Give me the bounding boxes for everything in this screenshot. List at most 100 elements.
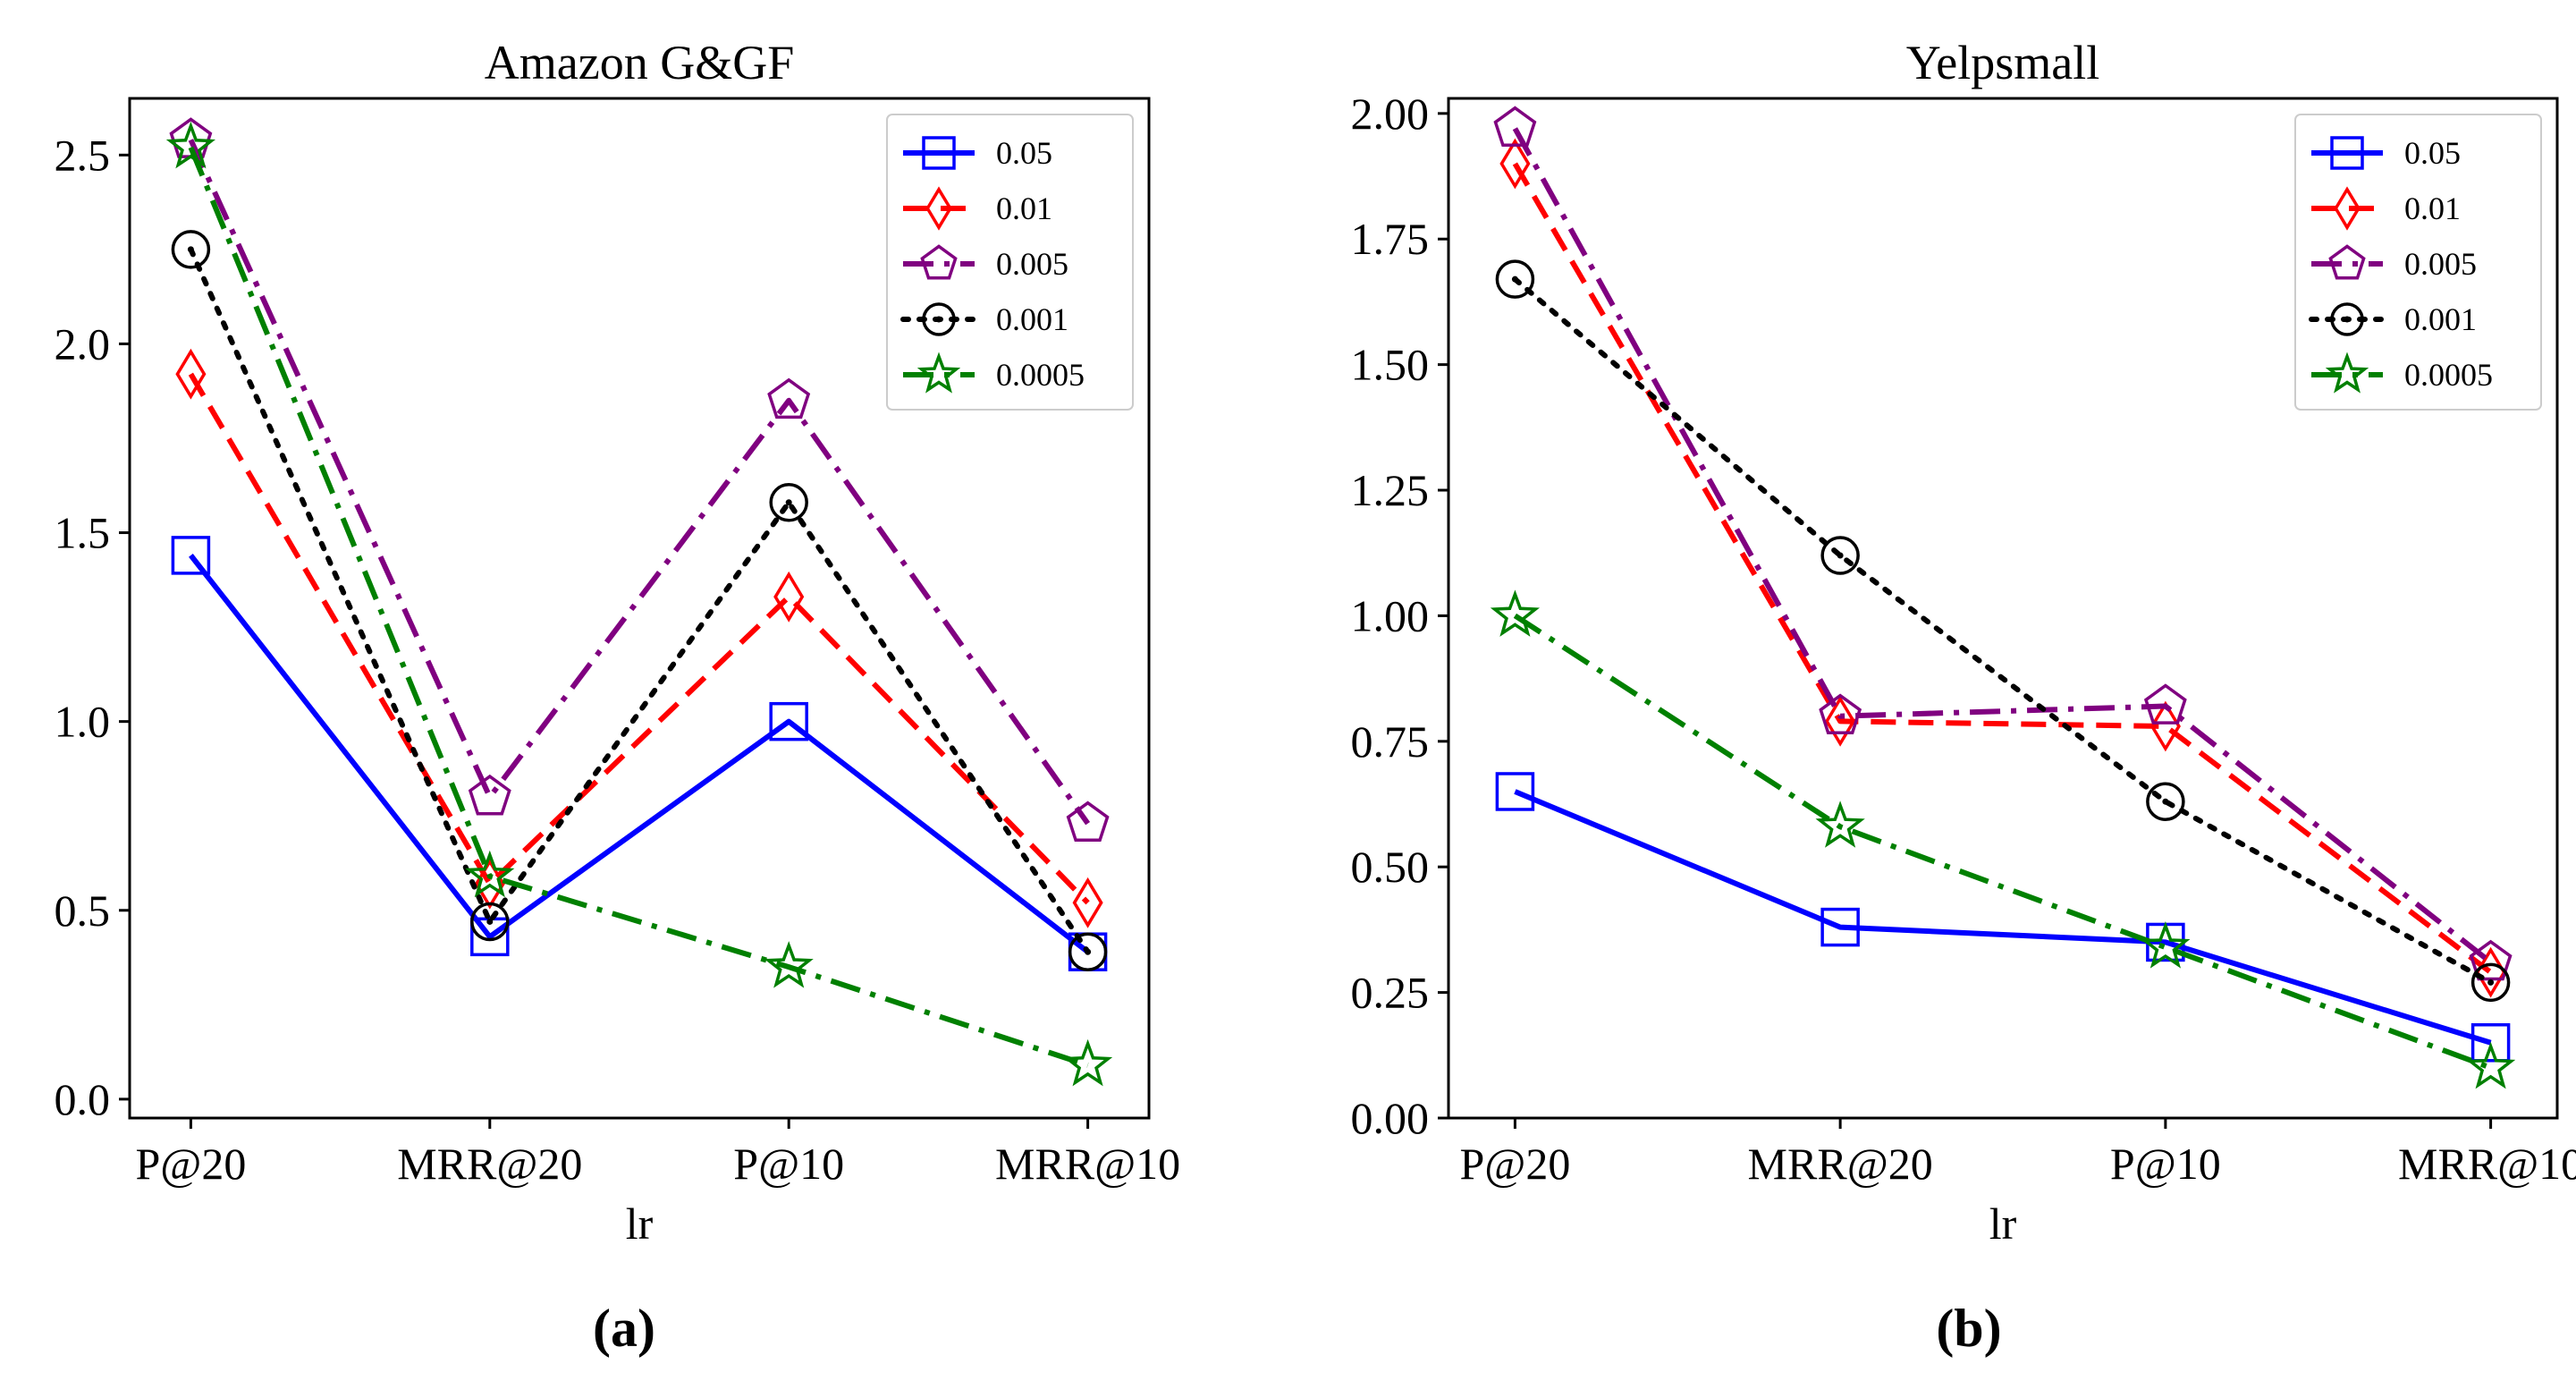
- data-point-0-01-mrr-20: [1825, 695, 1856, 747]
- legend-item-0-05: 0.05: [903, 135, 1052, 171]
- legend-label-0-005: 0.005: [996, 246, 1068, 282]
- series-0-0005: [1490, 589, 2516, 1089]
- y-tick-label-1-5: 1.5: [55, 508, 111, 558]
- y-tick-label-0-0: 0.0: [55, 1074, 111, 1124]
- legend-marker-0-0005: [916, 352, 961, 394]
- data-point-0-0005-mrr-10: [2465, 1041, 2516, 1089]
- x-tick-label-mrr-20: MRR@20: [1748, 1139, 1933, 1189]
- data-point-0-001-p-20-dot: [1511, 275, 1518, 283]
- data-point-0-001-mrr-20: [1820, 536, 1860, 575]
- x-tick-label-p-10: P@10: [733, 1139, 844, 1189]
- panel-label-b: (b): [1936, 1299, 2001, 1358]
- data-point-0-001-mrr-20-dot: [486, 918, 494, 925]
- data-point-0-05-p-20: [171, 536, 211, 575]
- series-0-005: [1493, 106, 2513, 981]
- data-point-0-01-p-20: [1499, 138, 1531, 190]
- legend-marker-0-001: [2330, 302, 2364, 336]
- legend-item-0-005: 0.005: [2311, 244, 2477, 282]
- legend-marker-0-05: [2330, 136, 2364, 170]
- legend-marker-0-05: [922, 136, 956, 170]
- series-0-001: [171, 230, 1108, 971]
- data-point-0-005-p-20: [1493, 106, 1537, 148]
- legend-item-0-0005: 0.0005: [2311, 352, 2493, 394]
- y-tick-label-1-75: 1.75: [1351, 214, 1430, 264]
- data-point-0-001-mrr-10-dot: [1085, 948, 1092, 955]
- legend-item-0-01: 0.01: [903, 186, 1052, 231]
- legend-label-0-005: 0.005: [2404, 246, 2477, 282]
- x-tick-label-p-20: P@20: [1459, 1139, 1570, 1189]
- plot-frame: [128, 97, 1151, 1120]
- data-point-0-005-p-10: [767, 377, 811, 419]
- x-tick-label-mrr-10: MRR@10: [2398, 1139, 2576, 1189]
- data-point-0-01-mrr-10: [1072, 877, 1103, 928]
- series-line-0-05: [189, 554, 1090, 954]
- legend-item-0-001: 0.001: [2309, 301, 2477, 337]
- series-line-0-001: [188, 246, 1091, 955]
- data-point-0-005-p-10: [2143, 683, 2187, 724]
- series-line-0-0005: [188, 146, 1089, 1068]
- data-point-0-01-p-10: [2149, 700, 2181, 752]
- series-line-0-005: [1512, 127, 2493, 965]
- series-0-01: [1499, 138, 2506, 998]
- data-point-0-01-mrr-20: [474, 858, 505, 910]
- legend-marker-0-005: [2328, 244, 2366, 280]
- panel-label-a: (a): [593, 1299, 655, 1358]
- legend: 0.05 0.01 0.005 0.001 0.0005: [886, 114, 1134, 411]
- legend-item-0-001: 0.001: [900, 301, 1068, 337]
- chart-title: Amazon G&GF: [485, 36, 794, 89]
- data-point-0-0005-p-10: [2141, 921, 2191, 969]
- legend-marker-0-01: [2334, 186, 2361, 231]
- legend-box: [2294, 114, 2542, 411]
- y-tick-label-0-00: 0.00: [1351, 1093, 1430, 1143]
- data-point-0-05-p-20: [1495, 772, 1535, 811]
- legend-label-0-0005: 0.0005: [2404, 357, 2493, 393]
- plot-frame: [1447, 97, 2559, 1120]
- data-point-0-01-mrr-10: [2475, 946, 2506, 998]
- data-point-0-05-mrr-20: [1820, 907, 1860, 947]
- data-point-0-0005-mrr-20: [465, 850, 515, 898]
- series-line-0-0005: [1513, 613, 2492, 1071]
- data-point-0-001-p-10-dot: [785, 499, 792, 506]
- legend-label-0-0005: 0.0005: [996, 357, 1085, 393]
- data-point-0-001-p-10: [2146, 782, 2185, 821]
- series-0-001: [1495, 259, 2511, 1003]
- x-tick-label-mrr-20: MRR@20: [397, 1139, 582, 1189]
- data-point-0-001-mrr-20: [470, 902, 510, 942]
- x-tick-label-p-20: P@20: [135, 1139, 246, 1189]
- series-0-0005: [165, 121, 1113, 1087]
- legend-marker-0-005: [920, 244, 958, 280]
- y-tick-label-1-0: 1.0: [55, 697, 111, 747]
- data-point-0-005-mrr-10: [1066, 801, 1110, 843]
- y-tick-label-0-25: 0.25: [1351, 968, 1430, 1018]
- legend-marker-0-01: [925, 186, 952, 231]
- legend-label-0-001: 0.001: [2404, 301, 2477, 337]
- data-point-0-01-p-10: [773, 571, 805, 623]
- y-tick-label-2-0: 2.0: [55, 318, 111, 369]
- data-point-0-05-mrr-10: [2470, 1023, 2511, 1063]
- data-point-0-005-mrr-10: [2469, 939, 2513, 981]
- data-point-0-001-p-10: [769, 483, 808, 522]
- data-point-0-01-p-20: [175, 348, 207, 400]
- data-point-0-005-mrr-20: [468, 774, 511, 816]
- y-tick-label-1-00: 1.00: [1351, 590, 1430, 640]
- legend-label-0-01: 0.01: [996, 191, 1052, 226]
- series-line-0-005: [188, 139, 1091, 826]
- legend-marker-0-001: [922, 302, 956, 336]
- data-point-0-001-p-20: [171, 230, 211, 269]
- legend-item-0-01: 0.01: [2311, 186, 2461, 231]
- legend-marker-0-0005: [2325, 352, 2369, 394]
- data-point-0-0005-p-20: [1490, 589, 1540, 637]
- series-line-0-001: [1512, 276, 2494, 986]
- series-line-0-01: [1512, 162, 2493, 975]
- data-point-0-0005-mrr-10: [1063, 1038, 1113, 1087]
- chart-panel-amazon: Amazon G&GF P@20 MRR@20 P@10 MRR@10 0.0 0.5 1.0…: [55, 36, 1181, 1249]
- series-0-01: [175, 348, 1103, 928]
- y-tick-label-1-50: 1.50: [1351, 340, 1430, 390]
- x-tick-label-mrr-10: MRR@10: [995, 1139, 1180, 1189]
- y-tick-label-1-25: 1.25: [1351, 465, 1430, 515]
- legend-label-0-05: 0.05: [2404, 135, 2461, 171]
- series-line-0-01: [188, 372, 1090, 905]
- legend-label-0-05: 0.05: [996, 135, 1052, 171]
- data-point-0-001-mrr-10: [1068, 932, 1108, 971]
